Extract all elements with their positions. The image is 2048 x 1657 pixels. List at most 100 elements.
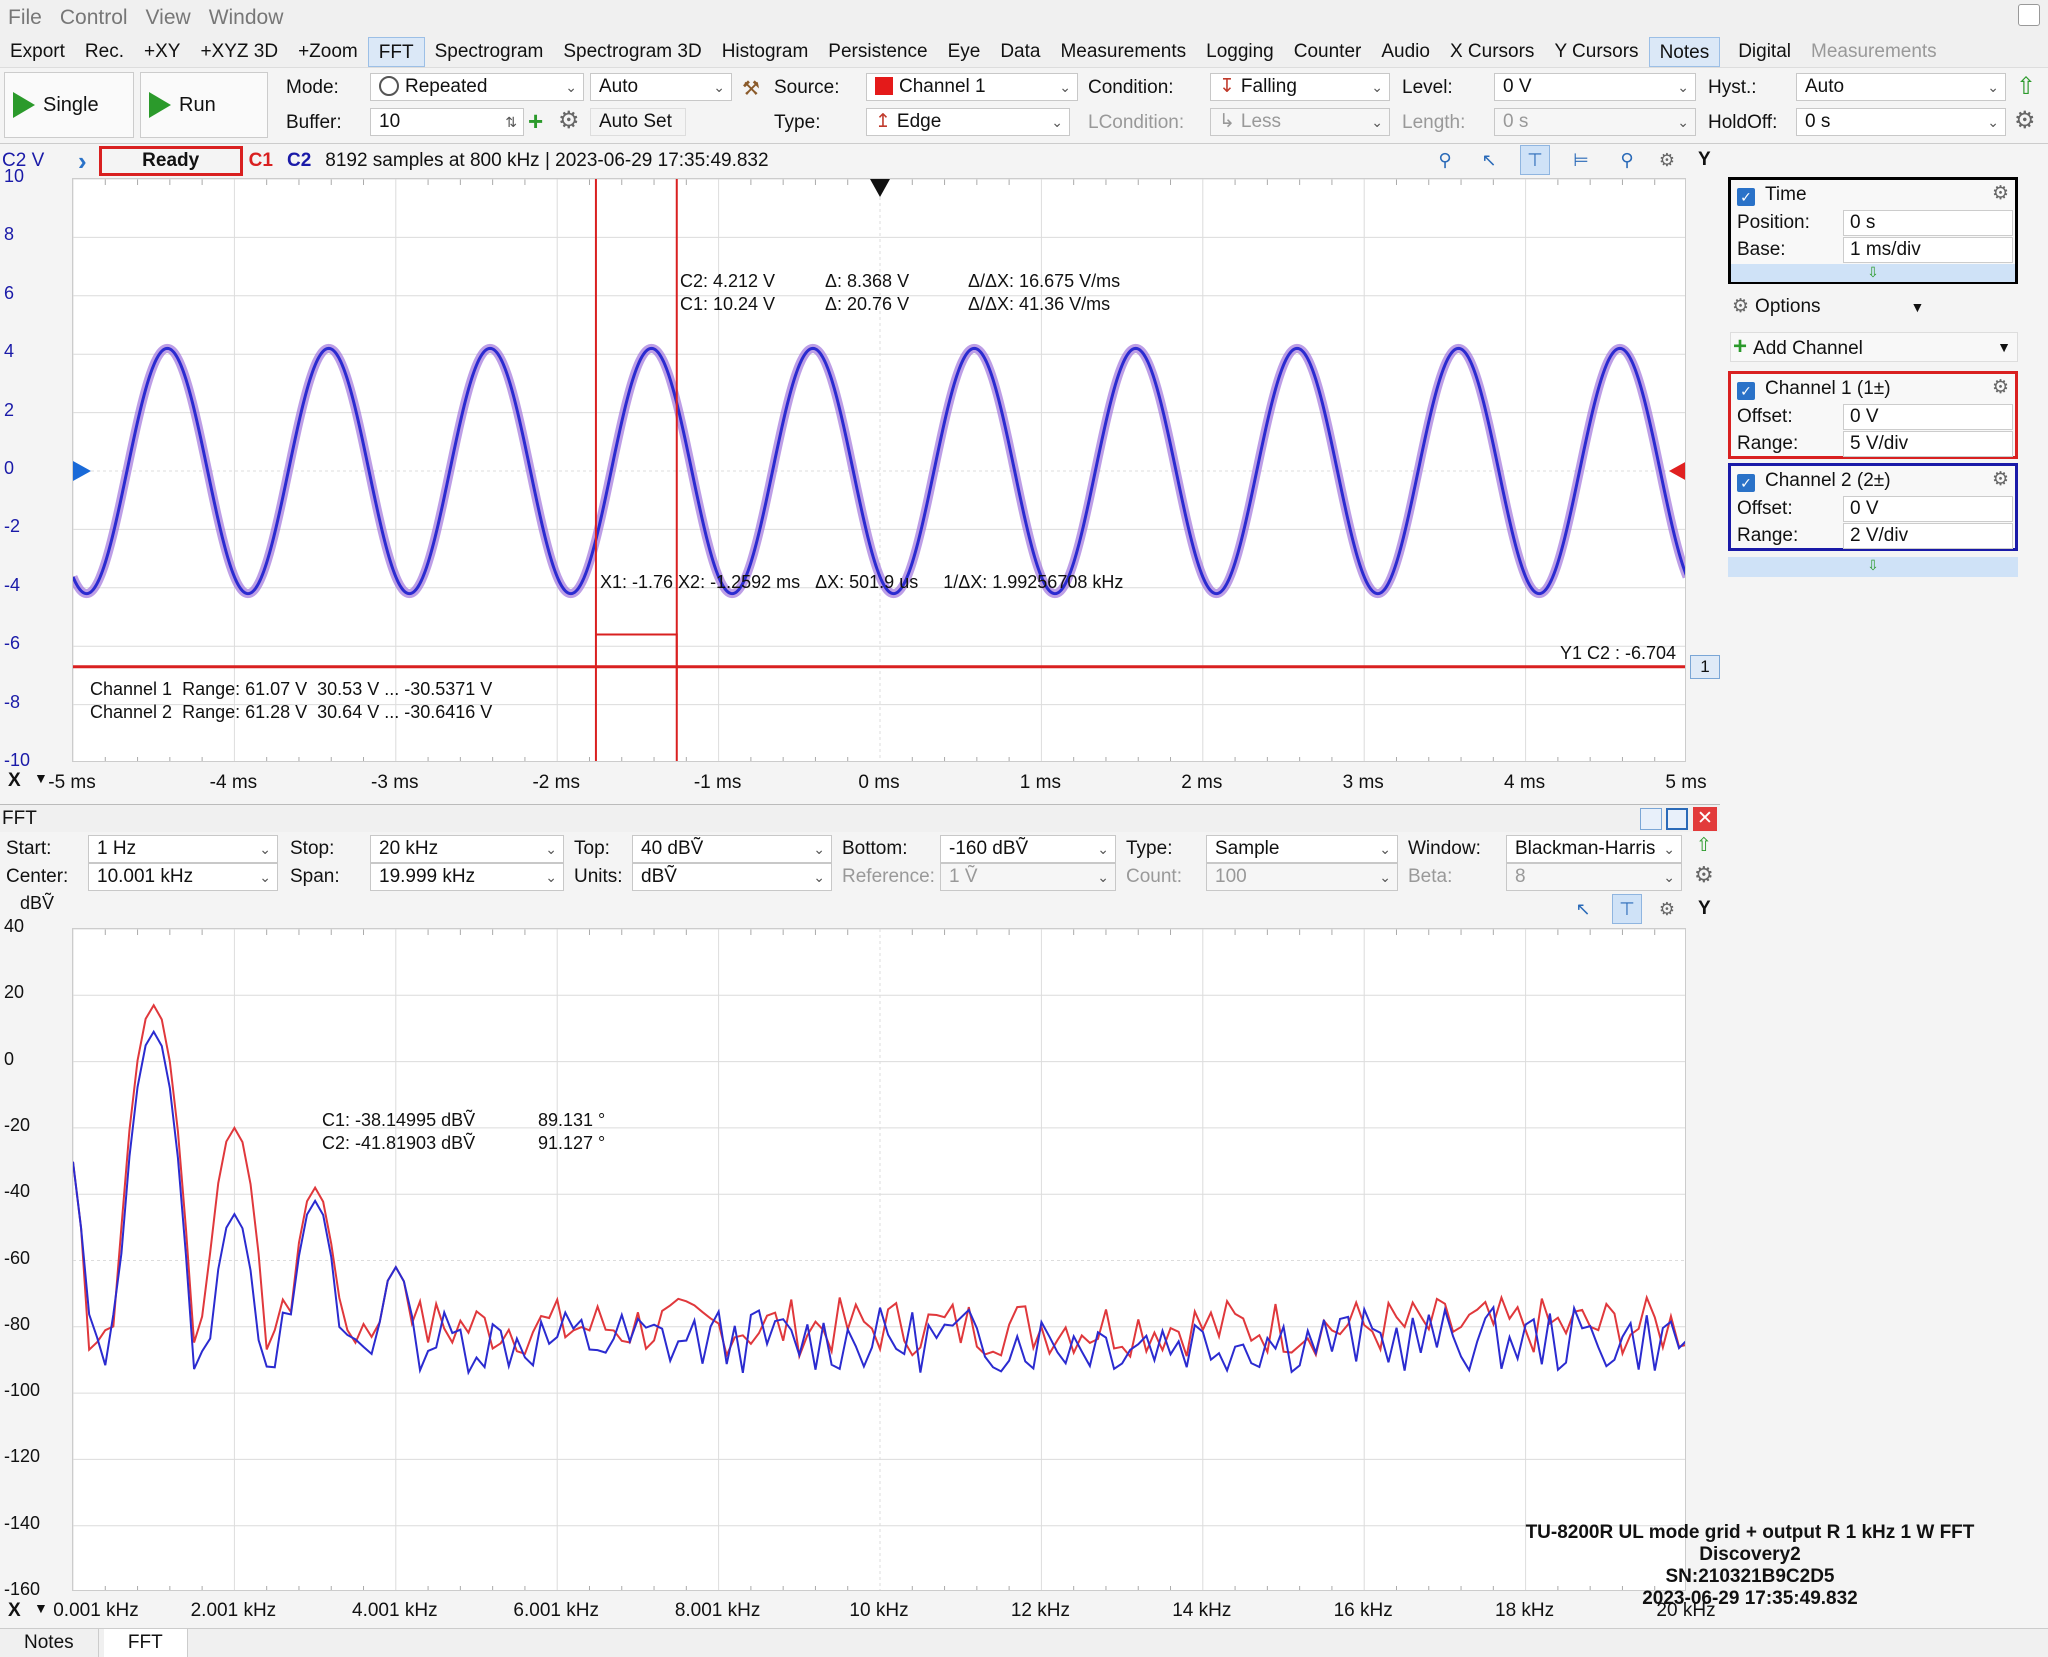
toolbar-measurements-button[interactable]: Measurements (1060, 40, 1187, 62)
toolbar-xy-button[interactable]: +XY (144, 40, 181, 62)
level-select[interactable]: 0 V ⌄ (1494, 73, 1696, 101)
toolbar-measurements-button[interactable]: Measurements (1811, 40, 1937, 62)
fft-window-select[interactable]: Blackman-Harris ⌄ (1506, 835, 1682, 863)
hammer-icon[interactable]: ⚒ (742, 78, 760, 100)
minimize-icon[interactable] (1640, 808, 1662, 830)
fft-type-select[interactable]: Sample ⌄ (1206, 835, 1398, 863)
fft-cursor-icon[interactable]: ⊤ (1612, 894, 1642, 924)
menu-file[interactable]: File (8, 6, 42, 29)
x-axis-button[interactable]: X (8, 770, 21, 791)
channel2-checkbox[interactable]: ✓ (1737, 474, 1755, 492)
toolbar-logging-button[interactable]: Logging (1206, 40, 1274, 62)
fft-top-select[interactable]: 40 dBṼ ⌄ (632, 835, 832, 863)
channel2-settings-icon[interactable]: ⚙ (1991, 469, 2009, 490)
trigger-settings-icon[interactable]: ⚙ (2014, 107, 2036, 134)
chevron-down-icon[interactable]: ▼ (34, 770, 48, 786)
gear-icon[interactable]: ⚙ (558, 107, 580, 134)
time-checkbox[interactable]: ✓ (1737, 188, 1755, 206)
hyst-select[interactable]: Auto ⌄ (1796, 73, 2006, 101)
zoom-icon[interactable]: ⚲ (1620, 150, 1634, 170)
time-settings-icon[interactable]: ⚙ (1991, 183, 2009, 204)
channel2-offset-select[interactable]: 0 V (1843, 496, 2013, 522)
trigger-position-marker[interactable] (870, 179, 890, 197)
plot-settings-icon[interactable]: ⚙ (1658, 150, 1676, 170)
close-icon[interactable]: ✕ (1693, 807, 1717, 831)
toolbar-spectrogram-3d-button[interactable]: Spectrogram 3D (563, 40, 702, 62)
menu-view[interactable]: View (145, 6, 191, 29)
type-select[interactable]: ↥ Edge ⌄ (866, 108, 1070, 136)
mode-auto-select[interactable]: Auto ⌄ (590, 73, 732, 101)
tab-notes[interactable]: Notes (0, 1629, 99, 1657)
single-button[interactable]: Single (4, 72, 134, 138)
fft-plot[interactable] (72, 928, 1686, 1591)
cursor-h-icon[interactable]: ⊤ (1520, 145, 1550, 175)
lcondition-select[interactable]: ↳ Less ⌄ (1210, 108, 1390, 136)
auto-set-button[interactable]: Auto Set (590, 108, 686, 136)
buffer-input[interactable]: 10 ⇅ (370, 108, 524, 136)
channel1-checkbox[interactable]: ✓ (1737, 382, 1755, 400)
toolbar-zoom-button[interactable]: +Zoom (298, 40, 358, 62)
channel2-offset-marker[interactable] (73, 461, 91, 481)
y-axis-channel-label[interactable]: C2 V (2, 150, 45, 171)
run-button[interactable]: Run (140, 72, 268, 138)
fft-chevron-down-icon[interactable]: ▼ (34, 1600, 48, 1616)
fft-plot-settings-icon[interactable]: ⚙ (1658, 899, 1676, 919)
fft-y-axis-button[interactable]: Y (1698, 898, 1711, 919)
toolbar-digital-button[interactable]: Digital (1738, 40, 1792, 62)
position-select[interactable]: 0 s (1843, 210, 2013, 236)
fft-span-select[interactable]: 19.999 kHz ⌄ (370, 863, 564, 891)
toolbar-histogram-button[interactable]: Histogram (721, 40, 809, 62)
y-axis-button[interactable]: Y (1698, 149, 1711, 170)
toolbar-y-cursors-button[interactable]: Y Cursors (1554, 40, 1639, 62)
time-plot[interactable] (72, 178, 1686, 762)
fft-settings-icon[interactable]: ⚙ (1694, 862, 1714, 887)
cursor-v-icon[interactable]: ⊨ (1573, 150, 1589, 170)
menu-window[interactable]: Window (208, 6, 284, 29)
source-select[interactable]: Channel 1 ⌄ (866, 73, 1078, 101)
fft-arrow-up-icon[interactable]: ⇧ (1696, 835, 1712, 856)
toolbar-fft-button[interactable]: FFT (367, 36, 425, 67)
holdoff-select[interactable]: 0 s ⌄ (1796, 108, 2006, 136)
time-expand-icon[interactable]: ⇩ (1731, 264, 2015, 282)
toolbar-audio-button[interactable]: Audio (1381, 40, 1430, 62)
tab-fft[interactable]: FFT (103, 1629, 188, 1657)
toolbar-counter-button[interactable]: Counter (1293, 40, 1362, 62)
fft-reference-select[interactable]: 1 Ṽ ⌄ (940, 863, 1116, 891)
window-restore-icon[interactable] (2018, 4, 2040, 26)
toolbar-export-button[interactable]: Export (10, 40, 65, 62)
channels-expand-icon[interactable]: ⇩ (1728, 557, 2018, 577)
channel2-range-select[interactable]: 2 V/div (1843, 523, 2013, 549)
chevron-right-icon[interactable]: › (78, 145, 87, 176)
fft-stop-select[interactable]: 20 kHz ⌄ (370, 835, 564, 863)
fft-start-select[interactable]: 1 Hz ⌄ (88, 835, 278, 863)
fft-beta-select[interactable]: 8 ⌄ (1506, 863, 1682, 891)
channel1-indicator[interactable]: C1 (248, 150, 273, 171)
add-icon[interactable]: + (528, 106, 544, 136)
fft-pointer-icon[interactable]: ↖ (1575, 899, 1591, 919)
fft-x-axis-button[interactable]: X (8, 1600, 21, 1621)
mode-select[interactable]: Repeated ⌄ (370, 73, 584, 101)
zoom-in-icon[interactable]: ⚲ (1438, 150, 1452, 170)
maximize-icon[interactable] (1666, 808, 1688, 830)
toolbar-notes-button[interactable]: Notes (1648, 36, 1721, 67)
options-button[interactable]: ⚙ Options ▼ (1732, 296, 1925, 317)
toolbar-xyz-3d-button[interactable]: +XYZ 3D (200, 40, 279, 62)
condition-select[interactable]: ↧ Falling ⌄ (1210, 73, 1390, 101)
toolbar-eye-button[interactable]: Eye (947, 40, 981, 62)
length-select[interactable]: 0 s ⌄ (1494, 108, 1696, 136)
y-cursor-tag[interactable]: 1 (1690, 655, 1720, 679)
fft-bottom-select[interactable]: -160 dBṼ ⌄ (940, 835, 1116, 863)
fft-center-select[interactable]: 10.001 kHz ⌄ (88, 863, 278, 891)
fft-units-select[interactable]: dBṼ ⌄ (632, 863, 832, 891)
toolbar-rec-button[interactable]: Rec. (84, 40, 124, 62)
toolbar-persistence-button[interactable]: Persistence (828, 40, 928, 62)
fft-count-select[interactable]: 100 ⌄ (1206, 863, 1398, 891)
trigger-level-marker[interactable] (1669, 461, 1686, 481)
arrow-up-icon[interactable]: ⇧ (2016, 73, 2037, 100)
channel2-indicator[interactable]: C2 (286, 150, 312, 171)
channel1-offset-select[interactable]: 0 V (1843, 404, 2013, 430)
pointer-icon[interactable]: ↖ (1481, 150, 1497, 170)
base-select[interactable]: 1 ms/div (1843, 237, 2013, 263)
toolbar-x-cursors-button[interactable]: X Cursors (1449, 40, 1535, 62)
channel1-settings-icon[interactable]: ⚙ (1991, 377, 2009, 398)
